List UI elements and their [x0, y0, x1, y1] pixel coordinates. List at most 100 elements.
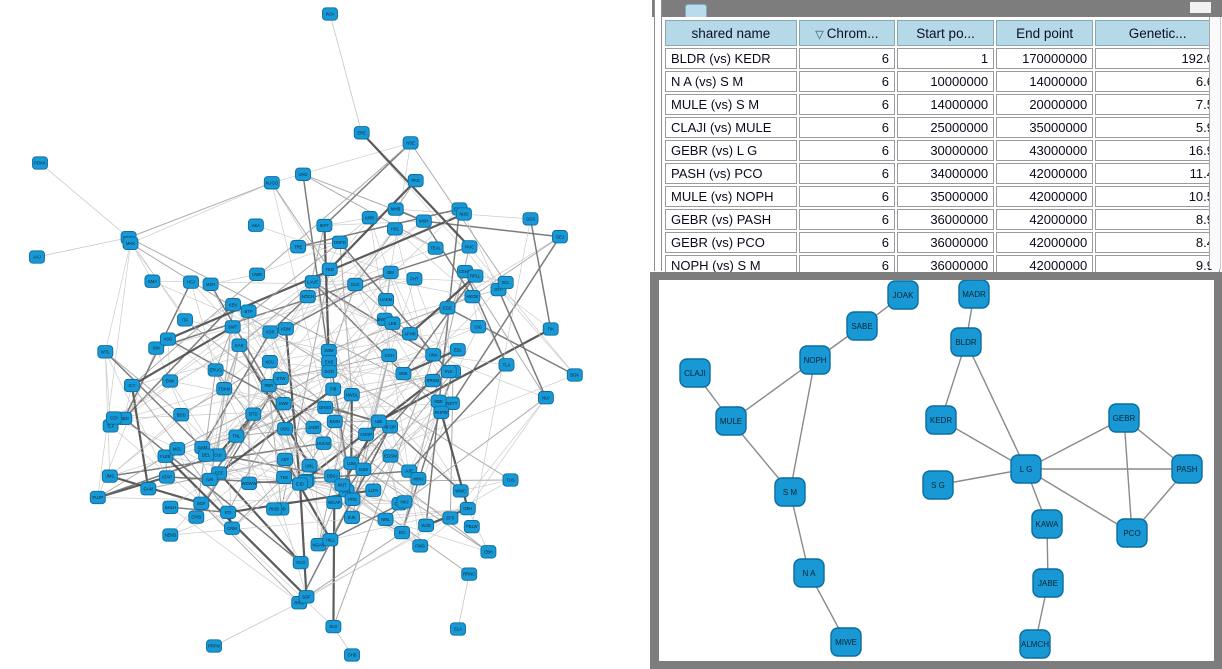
cell-value[interactable]: 10000000: [896, 71, 995, 92]
column-header-sharedname[interactable]: shared name: [665, 20, 797, 46]
cell-value[interactable]: 30000000: [896, 140, 995, 161]
network-node[interactable]: LAUE: [304, 275, 321, 289]
network-node-kawa[interactable]: KAWA: [1031, 509, 1063, 539]
table-row[interactable]: NOPH (vs) S M 6 36000000 42000000 9.9: [665, 255, 1220, 276]
cell-shared-name[interactable]: MULE (vs) S M: [665, 94, 797, 115]
network-node[interactable]: FKIC: [461, 240, 478, 254]
network-node[interactable]: OEH: [459, 501, 476, 516]
network-node[interactable]: EJK: [344, 510, 360, 525]
network-node[interactable]: ELA: [450, 622, 466, 636]
network-node[interactable]: TDKM: [216, 382, 233, 396]
network-node[interactable]: BBI: [382, 265, 399, 280]
network-node[interactable]: NEKB: [162, 528, 179, 542]
network-node[interactable]: PKE: [407, 173, 424, 188]
network-node[interactable]: CNM: [224, 521, 240, 535]
network-node[interactable]: TLA: [498, 358, 515, 372]
network-node[interactable]: DUC: [347, 277, 364, 292]
network-node[interactable]: MHB: [387, 202, 404, 216]
network-node[interactable]: ATAP: [158, 470, 175, 484]
table-row[interactable]: MULE (vs) NOPH 6 35000000 42000000 10.5: [665, 186, 1220, 207]
table-row[interactable]: N A (vs) S M 6 10000000 14000000 6.6: [665, 71, 1220, 92]
cell-value[interactable]: 35000000: [896, 186, 995, 207]
network-node[interactable]: COI: [105, 411, 122, 425]
network-node[interactable]: GAM: [140, 482, 157, 496]
table-row[interactable]: PASH (vs) PCO 6 34000000 42000000 11.4: [665, 163, 1220, 184]
table-row[interactable]: MULE (vs) S M 6 14000000 20000000 7.5: [665, 94, 1220, 115]
network-node[interactable]: TUS: [502, 473, 519, 487]
network-node[interactable]: EBH: [480, 545, 497, 559]
cell-value[interactable]: 8.4: [1095, 232, 1220, 253]
network-node[interactable]: DHSO: [317, 400, 334, 415]
network-node[interactable]: NUI: [537, 391, 554, 405]
network-node[interactable]: PLK: [440, 364, 457, 379]
network-node[interactable]: EDL: [449, 343, 466, 357]
network-node-claji[interactable]: CLAJI: [679, 358, 711, 388]
network-node[interactable]: EFS: [442, 511, 459, 525]
network-node[interactable]: WDWW: [241, 476, 258, 490]
network-node[interactable]: MGL: [169, 442, 186, 456]
network-node[interactable]: ETI: [220, 505, 237, 520]
network-node[interactable]: NUD: [455, 207, 472, 221]
network-node[interactable]: ECI: [394, 525, 411, 540]
network-node[interactable]: CIG: [470, 320, 487, 334]
network-node[interactable]: FHT: [406, 272, 423, 286]
cell-value[interactable]: 36000000: [896, 209, 995, 230]
column-header-endpoint[interactable]: End point: [996, 20, 1094, 46]
network-node-almch[interactable]: ALMCH: [1019, 629, 1051, 659]
network-node[interactable]: EAS: [231, 338, 248, 352]
network-node[interactable]: BGF: [193, 496, 210, 510]
cell-value[interactable]: 35000000: [996, 117, 1094, 138]
network-node[interactable]: NSE: [402, 136, 419, 150]
cell-value[interactable]: 6: [798, 94, 895, 115]
network-node[interactable]: KRR: [361, 211, 378, 225]
network-node[interactable]: AFHR: [402, 327, 418, 341]
network-node[interactable]: NML: [377, 512, 394, 527]
cell-value[interactable]: 6: [798, 71, 895, 92]
table-row[interactable]: CLAJI (vs) MULE 6 25000000 35000000 5.9: [665, 117, 1220, 138]
network-node[interactable]: EGSW: [382, 449, 399, 463]
network-node[interactable]: MJFI: [202, 277, 219, 291]
table-row[interactable]: BLDR (vs) KEDR 6 1 170000000 192.0: [665, 48, 1220, 69]
network-node[interactable]: ITA: [177, 313, 193, 327]
network-node[interactable]: SLD: [325, 619, 342, 634]
network-node[interactable]: UAEM: [378, 292, 395, 307]
cell-value[interactable]: 6: [798, 209, 895, 230]
cell-value[interactable]: 192.0: [1095, 48, 1220, 69]
table-tab[interactable]: [685, 4, 707, 17]
cell-value[interactable]: 1: [896, 48, 995, 69]
network-node[interactable]: BNIN: [326, 414, 343, 429]
network-node[interactable]: WCAF: [326, 495, 343, 510]
network-node[interactable]: KCU: [261, 355, 278, 369]
network-node-sg[interactable]: S G: [922, 470, 954, 500]
network-node[interactable]: UBI: [370, 414, 387, 428]
network-node[interactable]: STW: [272, 371, 289, 386]
network-node[interactable]: WWC: [452, 484, 469, 498]
network-node[interactable]: HUCW: [315, 436, 332, 450]
table-toolbar-button[interactable]: [1190, 2, 1211, 13]
cell-shared-name[interactable]: GEBR (vs) PASH: [665, 209, 797, 230]
network-node[interactable]: ADT: [277, 452, 293, 467]
network-node[interactable]: RISB: [266, 502, 283, 516]
network-node[interactable]: IEPT: [316, 218, 333, 233]
network-node-madr[interactable]: MADR: [958, 280, 990, 309]
cell-value[interactable]: 42000000: [996, 163, 1094, 184]
network-node[interactable]: JADR: [305, 420, 322, 435]
cell-shared-name[interactable]: GEBR (vs) L G: [665, 140, 797, 161]
network-node-sabe[interactable]: SABE: [846, 311, 878, 341]
cell-value[interactable]: 6: [798, 117, 895, 138]
network-node[interactable]: OHB: [344, 648, 360, 662]
network-node[interactable]: ERE: [353, 126, 370, 140]
network-node[interactable]: PUJP: [89, 490, 106, 505]
table-row[interactable]: GEBR (vs) PASH 6 36000000 42000000 8.9: [665, 209, 1220, 230]
network-node-na[interactable]: N A: [793, 558, 825, 588]
network-node[interactable]: MSH: [415, 214, 432, 228]
network-node[interactable]: DGO: [321, 364, 338, 379]
network-node-bldr[interactable]: BLDR: [950, 327, 982, 357]
network-node[interactable]: PDKK: [32, 156, 48, 170]
cell-value[interactable]: 5.9: [1095, 117, 1220, 138]
cell-shared-name[interactable]: MULE (vs) NOPH: [665, 186, 797, 207]
network-node[interactable]: BHLH: [162, 500, 179, 514]
network-node[interactable]: WINJ: [410, 472, 427, 486]
network-node[interactable]: EGE: [439, 301, 456, 315]
network-node[interactable]: IUK: [201, 472, 218, 487]
